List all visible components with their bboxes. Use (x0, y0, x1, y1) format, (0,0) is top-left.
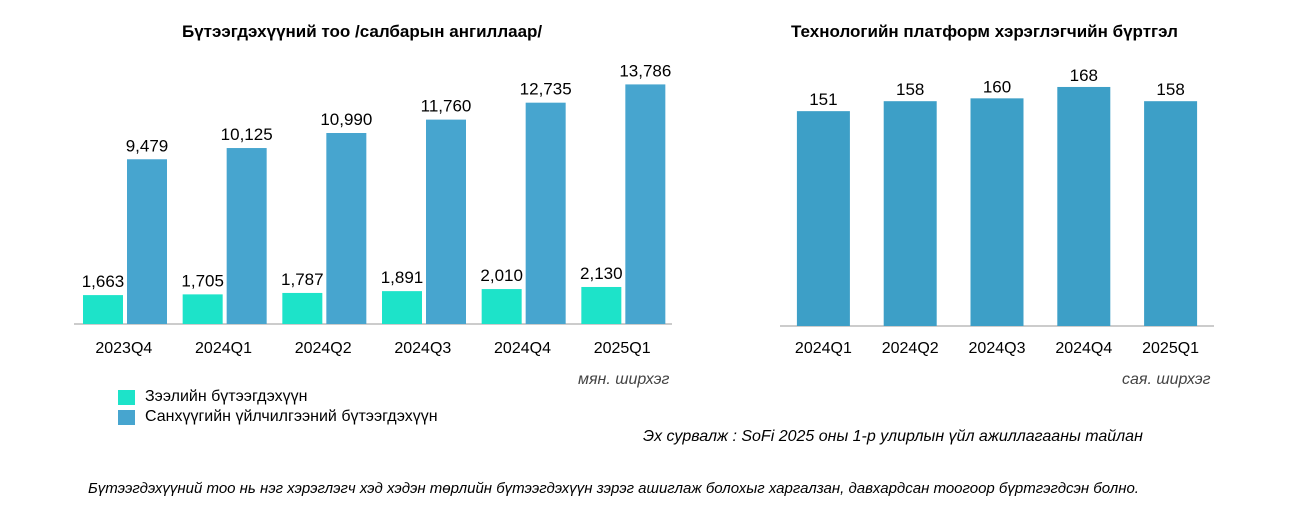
bar-platform-2024Q3 (970, 98, 1024, 326)
data-label-platform-2025Q1: 158 (1156, 80, 1184, 99)
chart-title-products: Бүтээгдэхүүний тоо /салбарын ангиллаар/ (182, 22, 543, 41)
x-tick-label-2024Q3: 2024Q3 (969, 340, 1026, 357)
unit-label-platform: сая. ширхэг (1122, 371, 1211, 388)
bar-loan-2024Q3 (382, 291, 422, 324)
footnote: Бүтээгдэхүүний тоо нь нэг хэрэглэгч хэд … (88, 480, 1139, 497)
x-tick-label-2024Q4: 2024Q4 (494, 340, 551, 357)
source-note: Эх сурвалж : SoFi 2025 оны 1-р улирлын ү… (643, 428, 1143, 445)
platform-bar-chart: 151 2024Q1 158 2024Q2 160 2024Q3 168 2024Q4 158 2… (780, 66, 1214, 357)
bar-loan-2024Q1 (182, 294, 223, 324)
bar-platform-2024Q4 (1057, 86, 1111, 327)
products-bar-chart: 1,663 9,479 2023Q4 1,705 10,125 2024Q1 1,787 10… (74, 61, 672, 357)
data-label-loan-2024Q3: 1,891 (381, 268, 424, 287)
x-tick-label-2024Q1: 2024Q1 (195, 340, 252, 357)
x-tick-label-2024Q4: 2024Q4 (1055, 340, 1112, 357)
data-label-financial-2023Q4: 9,479 (126, 136, 169, 155)
data-label-financial-2025Q1: 13,786 (619, 61, 671, 80)
bar-financial-2024Q3 (426, 119, 466, 324)
data-label-platform-2024Q4: 168 (1070, 66, 1098, 85)
bar-loan-2023Q4 (83, 295, 123, 324)
x-tick-label-2024Q1: 2024Q1 (795, 340, 852, 357)
data-label-loan-2024Q1: 1,705 (181, 271, 224, 290)
legend-swatch-financial (118, 409, 135, 425)
x-tick-label-2024Q2: 2024Q2 (882, 340, 939, 357)
bar-platform-2024Q2 (883, 101, 937, 326)
bar-loan-2024Q4 (481, 289, 522, 324)
chart-legend: Зээлийн бүтээгдэхүүн Санхүүгийн үйлчилгэ… (118, 387, 438, 427)
data-label-financial-2024Q2: 10,990 (320, 110, 372, 129)
legend-item-loan: Зээлийн бүтээгдэхүүн (118, 387, 438, 407)
bar-financial-2025Q1 (625, 84, 666, 324)
legend-swatch-loan (118, 389, 135, 405)
chart-title-platform: Технологийн платформ хэрэглэгчийн бүртгэ… (791, 22, 1178, 41)
data-label-platform-2024Q2: 158 (896, 80, 924, 99)
x-tick-label-2025Q1: 2025Q1 (1142, 340, 1199, 357)
bar-financial-2024Q2 (326, 133, 367, 324)
data-label-platform-2024Q3: 160 (983, 77, 1011, 96)
bar-platform-2025Q1 (1144, 101, 1198, 326)
data-label-financial-2024Q1: 10,125 (221, 125, 273, 144)
x-tick-label-2024Q3: 2024Q3 (394, 340, 451, 357)
bar-platform-2024Q1 (796, 111, 850, 326)
x-tick-label-2024Q2: 2024Q2 (295, 340, 352, 357)
unit-label-products: мян. ширхэг (578, 371, 670, 388)
bar-financial-2024Q4 (525, 102, 566, 324)
data-label-loan-2025Q1: 2,130 (580, 264, 623, 283)
legend-item-financial: Санхүүгийн үйлчилгээний бүтээгдэхүүн (118, 407, 438, 427)
data-label-loan-2023Q4: 1,663 (82, 272, 125, 291)
bar-loan-2024Q2 (282, 292, 323, 324)
x-tick-label-2023Q4: 2023Q4 (95, 340, 152, 357)
x-tick-label-2025Q1: 2025Q1 (594, 340, 651, 357)
data-label-financial-2024Q3: 11,760 (421, 97, 472, 116)
data-label-loan-2024Q2: 1,787 (281, 270, 324, 289)
legend-label-financial: Санхүүгийн үйлчилгээний бүтээгдэхүүн (145, 408, 438, 425)
data-label-loan-2024Q4: 2,010 (480, 266, 523, 285)
bar-financial-2023Q4 (127, 159, 167, 324)
legend-label-loan: Зээлийн бүтээгдэхүүн (145, 388, 308, 405)
data-label-financial-2024Q4: 12,735 (520, 80, 572, 99)
bar-loan-2025Q1 (581, 286, 622, 324)
data-label-platform-2024Q1: 151 (809, 90, 837, 109)
bar-financial-2024Q1 (226, 148, 267, 324)
